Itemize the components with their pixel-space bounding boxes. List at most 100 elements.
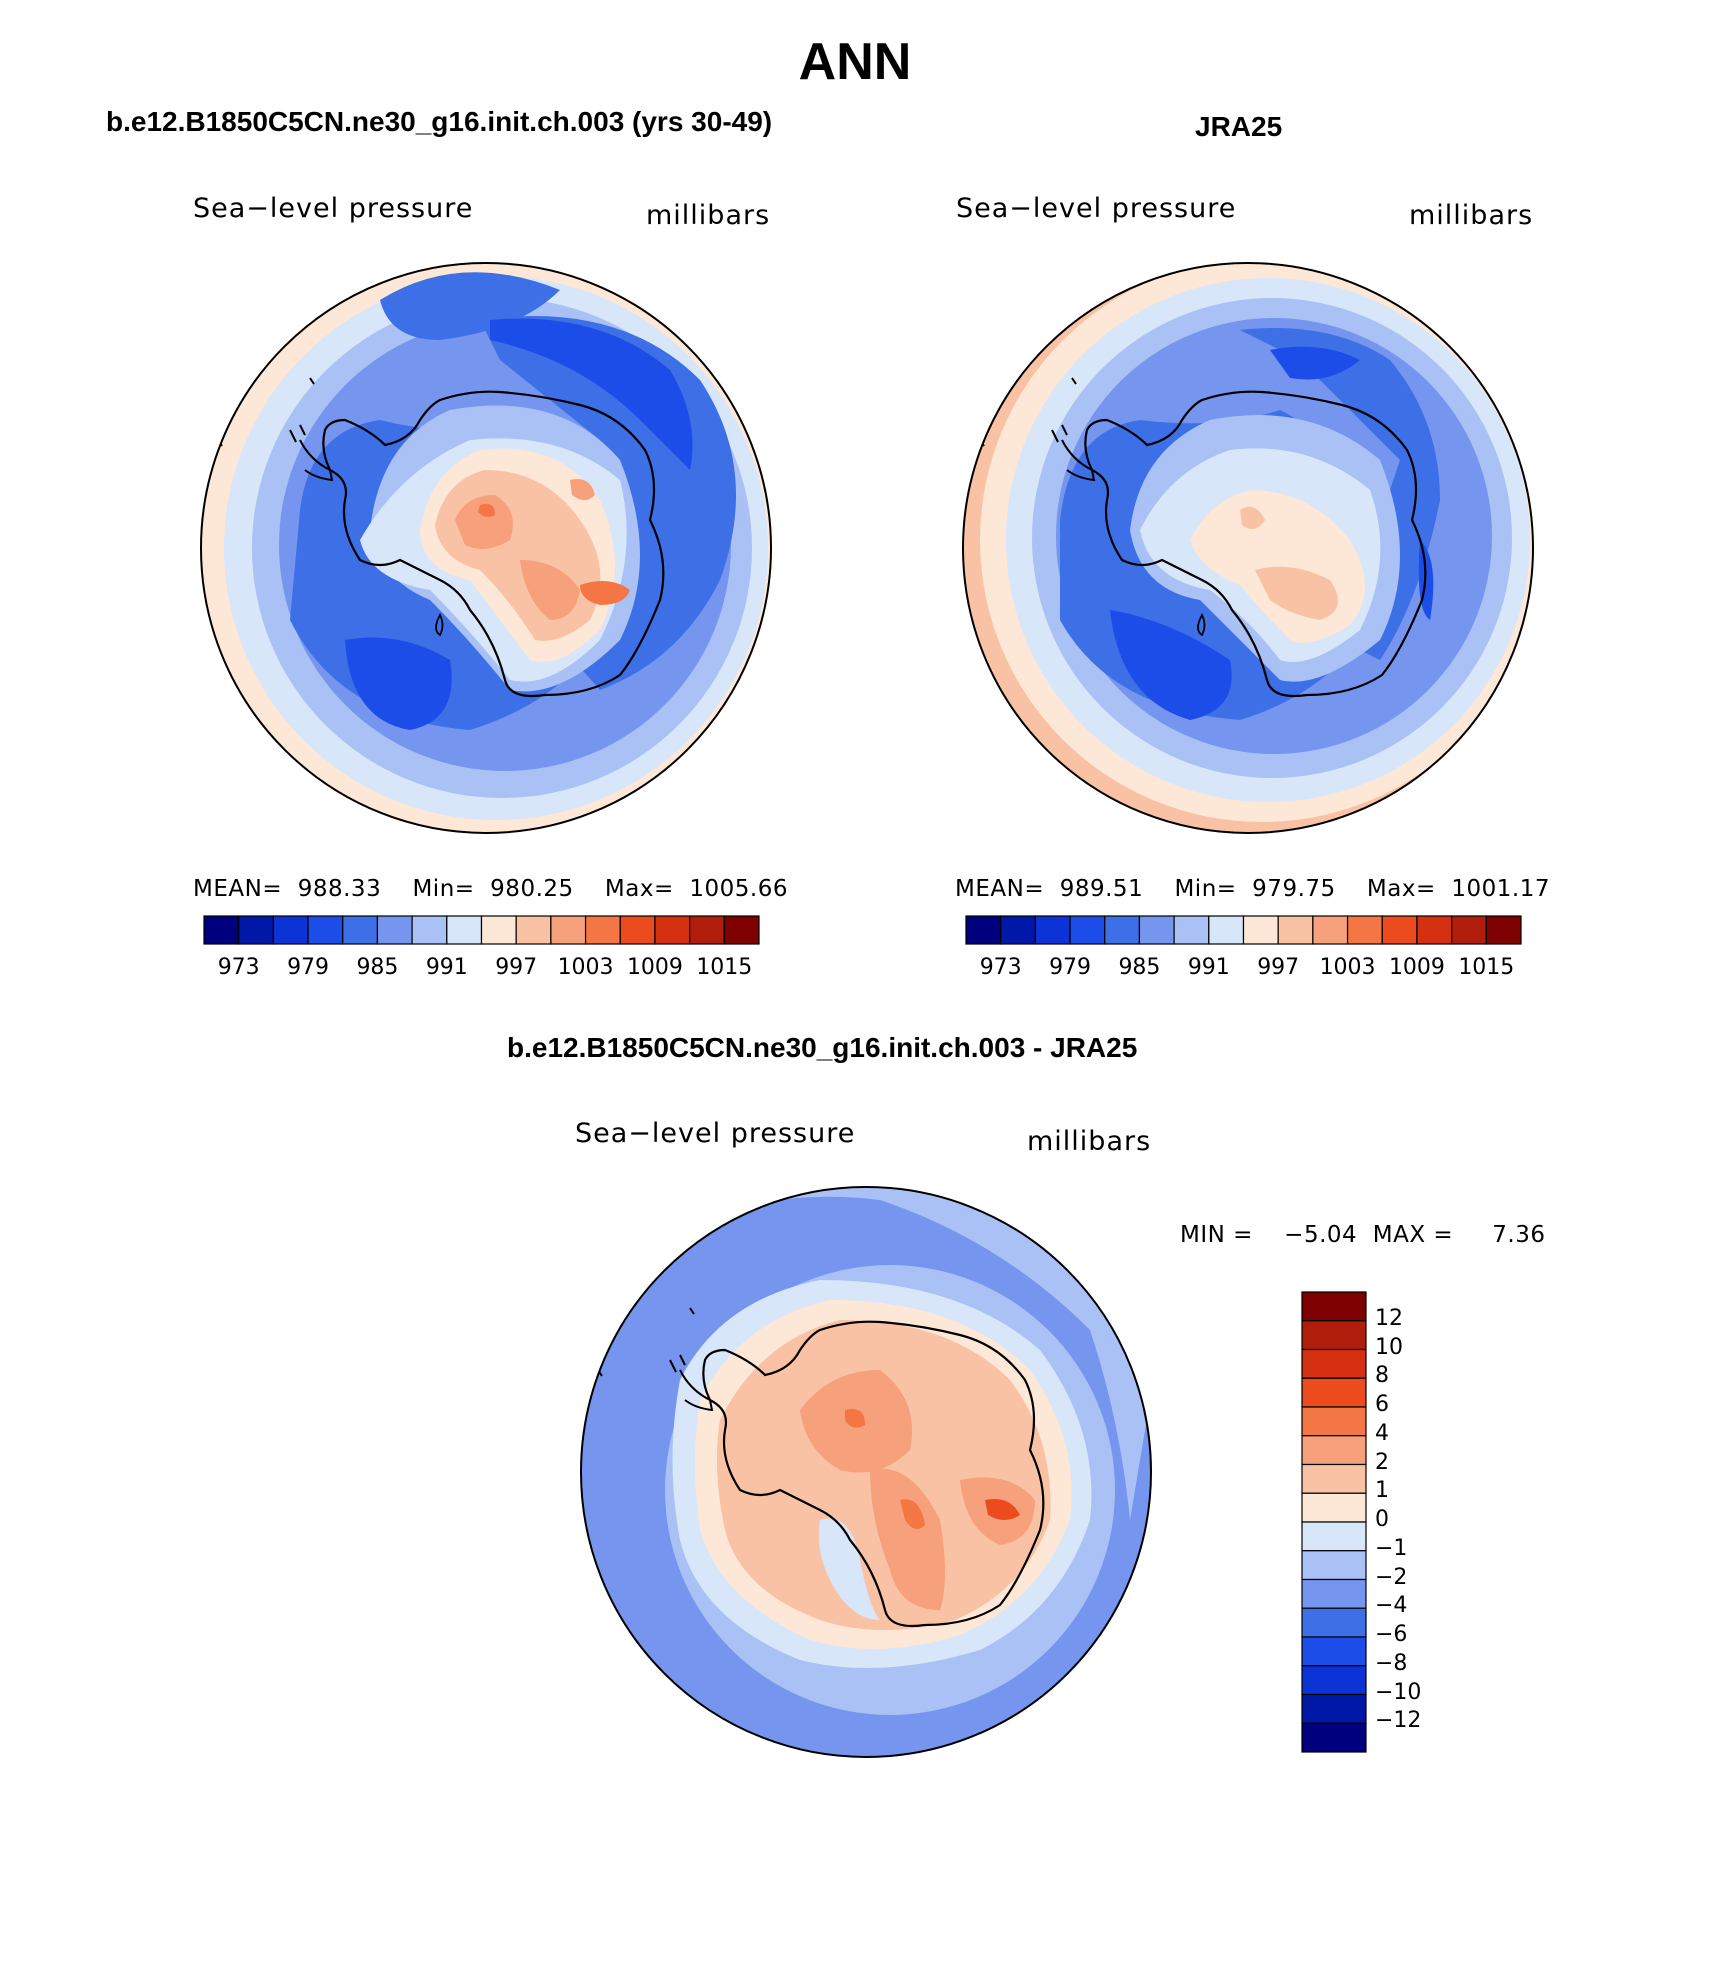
diff-stats: MIN = −5.04 MAX = 7.36: [1180, 1222, 1545, 1248]
colorbar-box: [1301, 1607, 1367, 1638]
obs-stats: MEAN= 989.51 Min= 979.75 Max= 1001.17: [955, 876, 1550, 902]
model-panel-title: b.e12.B1850C5CN.ne30_g16.init.ch.003 (yr…: [106, 106, 773, 137]
colorbar-box: [1301, 1521, 1367, 1552]
colorbar-tick-label: 0: [1375, 1507, 1389, 1532]
model-units-label: millibars: [646, 200, 771, 231]
obs-panel-title: JRA25: [1195, 111, 1283, 142]
obs-colorbar: [965, 915, 1522, 945]
colorbar-box: [1301, 1377, 1367, 1408]
obs-mean-value: 989.51: [1059, 876, 1144, 902]
colorbar-box: [1301, 1636, 1367, 1667]
colorbar-tick-label: −12: [1375, 1708, 1422, 1734]
colorbar-box: [965, 915, 1002, 945]
colorbar-tick-label: 1: [1375, 1478, 1389, 1504]
obs-max-value: 1001.17: [1451, 876, 1550, 902]
model-colorbar: [203, 915, 760, 945]
colorbar-tick-label: −8: [1375, 1650, 1408, 1676]
diff-units-label: millibars: [1027, 1126, 1152, 1157]
colorbar-tick-label: 8: [1375, 1363, 1389, 1389]
colorbar-box: [480, 915, 517, 945]
diff-panel-title: b.e12.B1850C5CN.ne30_g16.init.ch.003 - J…: [507, 1032, 1138, 1063]
colorbar-tick-label: 12: [1375, 1305, 1403, 1331]
colorbar-tick-label: 985: [356, 955, 399, 980]
colorbar-tick-label: 1003: [1319, 955, 1376, 980]
colorbar-box: [723, 915, 760, 945]
colorbar-box: [1173, 915, 1210, 945]
colorbar-box: [411, 915, 448, 945]
obs-polar-map: [962, 262, 1534, 834]
colorbar-box: [654, 915, 691, 945]
colorbar-tick-label: 1009: [626, 955, 683, 980]
colorbar-box: [1485, 915, 1522, 945]
colorbar-box: [1069, 915, 1106, 945]
colorbar-box: [238, 915, 274, 945]
colorbar-box: [1301, 1693, 1367, 1724]
colorbar-tick-label: 973: [217, 955, 260, 980]
colorbar-box: [1208, 915, 1245, 945]
obs-min-value: 979.75: [1252, 876, 1336, 902]
colorbar-box: [1277, 915, 1314, 945]
colorbar-tick-label: −4: [1375, 1593, 1408, 1619]
obs-min-label: Min=: [1174, 876, 1237, 902]
colorbar-tick-label: 973: [979, 955, 1022, 980]
colorbar-box: [584, 915, 621, 945]
diff-max-label: MAX =: [1372, 1222, 1454, 1248]
colorbar-box: [272, 915, 309, 945]
model-max-label: Max=: [604, 876, 674, 902]
colorbar-tick-label: −10: [1375, 1679, 1422, 1705]
colorbar-tick-label: 1009: [1388, 955, 1445, 980]
colorbar-tick-label: 991: [1187, 955, 1230, 980]
model-polar-map: [200, 262, 772, 834]
colorbar-tick-label: −1: [1375, 1535, 1408, 1561]
colorbar-box: [1301, 1550, 1367, 1581]
colorbar-box: [1242, 915, 1279, 945]
colorbar-box: [1301, 1463, 1367, 1494]
colorbar-tick-label: 2: [1375, 1449, 1389, 1475]
colorbar-tick-label: −2: [1375, 1564, 1408, 1590]
colorbar-tick-label: −6: [1375, 1622, 1408, 1647]
obs-variable-label: Sea−level pressure: [956, 193, 1237, 224]
diff-min-value: −5.04: [1284, 1222, 1358, 1248]
diff-variable-label: Sea−level pressure: [575, 1118, 856, 1149]
colorbar-box: [1346, 915, 1383, 945]
model-min-label: Min=: [412, 876, 475, 902]
colorbar-tick-label: 991: [425, 955, 468, 980]
colorbar-box: [376, 915, 413, 945]
obs-mean-label: MEAN=: [955, 876, 1045, 902]
colorbar-box: [1451, 915, 1487, 945]
colorbar-box: [203, 915, 240, 945]
colorbar-box: [1138, 915, 1175, 945]
model-stats: MEAN= 988.33 Min= 980.25 Max= 1005.66: [193, 876, 788, 902]
colorbar-tick-label: 1003: [557, 955, 614, 980]
model-mean-label: MEAN=: [193, 876, 283, 902]
model-min-value: 980.25: [490, 876, 574, 902]
colorbar-box: [550, 915, 587, 945]
colorbar-box: [1301, 1722, 1367, 1753]
colorbar-tick-label: 979: [287, 955, 330, 980]
diff-max-value: 7.36: [1492, 1222, 1546, 1248]
colorbar-box: [619, 915, 656, 945]
colorbar-tick-label: 997: [1257, 955, 1300, 980]
colorbar-box: [1104, 915, 1141, 945]
colorbar-box: [1301, 1578, 1367, 1609]
model-variable-label: Sea−level pressure: [193, 193, 474, 224]
colorbar-box: [1416, 915, 1453, 945]
diff-colorbar: [1301, 1291, 1367, 1753]
colorbar-box: [1000, 915, 1036, 945]
diff-min-label: MIN =: [1180, 1222, 1253, 1248]
obs-units-label: millibars: [1409, 200, 1534, 231]
colorbar-box: [689, 915, 725, 945]
colorbar-box: [1381, 915, 1418, 945]
colorbar-tick-label: 1015: [1458, 955, 1515, 980]
colorbar-tick-label: 10: [1375, 1334, 1403, 1360]
colorbar-box: [515, 915, 552, 945]
colorbar-box: [342, 915, 379, 945]
colorbar-box: [446, 915, 483, 945]
colorbar-box: [1301, 1435, 1367, 1466]
colorbar-tick-label: 979: [1049, 955, 1092, 980]
colorbar-box: [1034, 915, 1071, 945]
colorbar-box: [1312, 915, 1349, 945]
colorbar-box: [1301, 1348, 1367, 1379]
colorbar-tick-label: 4: [1375, 1420, 1389, 1446]
